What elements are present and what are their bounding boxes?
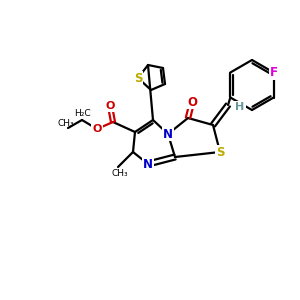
Text: N: N (143, 158, 153, 170)
Text: O: O (187, 95, 197, 109)
Text: O: O (105, 101, 115, 111)
Text: H: H (236, 102, 244, 112)
Text: S: S (134, 71, 142, 85)
Text: F: F (270, 66, 278, 79)
Text: S: S (216, 146, 224, 158)
Text: O: O (92, 124, 102, 134)
Text: H₂C: H₂C (74, 110, 90, 118)
Text: CH₃: CH₃ (112, 169, 128, 178)
Text: N: N (163, 128, 173, 140)
Text: CH₃: CH₃ (58, 118, 74, 127)
